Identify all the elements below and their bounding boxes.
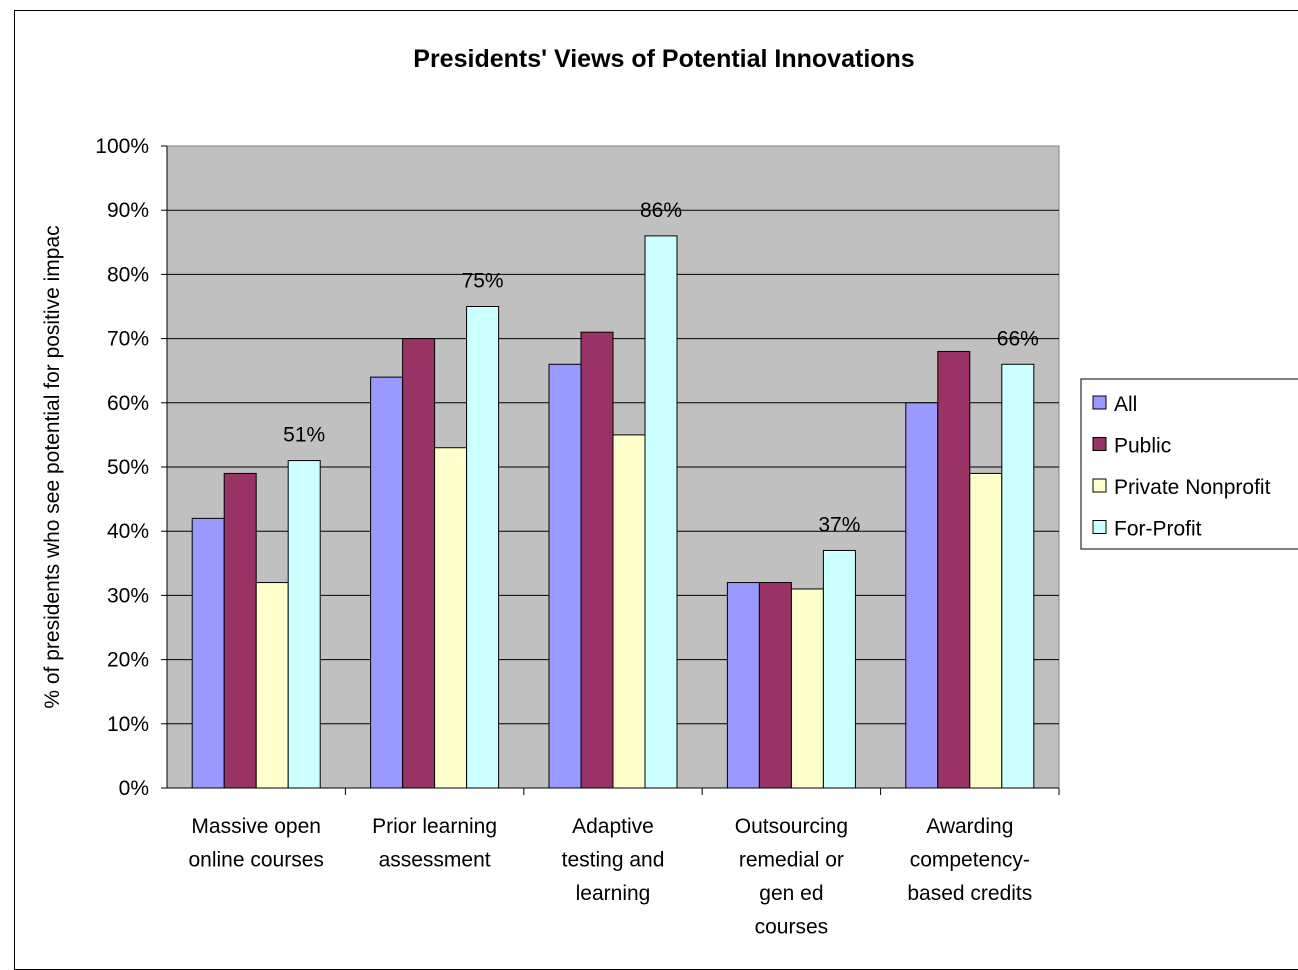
bar-for-profit [644, 235, 678, 789]
y-tick-label: 40% [107, 520, 149, 543]
category-label: Outsourcing [735, 815, 848, 838]
bar-all [905, 402, 939, 789]
bar-for-profit [287, 460, 321, 789]
legend-label: For-Profit [1114, 518, 1202, 541]
legend-box [1080, 378, 1298, 550]
category-label: Awarding [926, 815, 1013, 838]
y-tick-label: 10% [107, 713, 149, 736]
category-label: Prior learning [372, 815, 497, 838]
data-label: 37% [818, 513, 860, 536]
category-label: gen ed [759, 882, 823, 905]
category-label: based credits [907, 882, 1032, 905]
y-tick-label: 90% [107, 199, 149, 222]
data-label: 75% [462, 270, 504, 293]
legend-label: Public [1114, 435, 1171, 458]
bar-for-profit [822, 549, 856, 789]
category-label: Massive open [191, 815, 321, 838]
legend-label: All [1114, 393, 1137, 416]
bar-all [548, 363, 582, 789]
bar-for-profit [1001, 363, 1035, 789]
legend: All Public Private Nonprofit For-Profit [1080, 378, 1298, 550]
legend-swatch [1092, 395, 1107, 410]
y-tick-label: 0% [119, 777, 149, 800]
y-tick-label: 30% [107, 584, 149, 607]
chart-title: Presidents' Views of Potential Innovatio… [413, 45, 914, 73]
bar-public [937, 350, 971, 789]
legend-swatch [1092, 478, 1107, 493]
bar-private-nonprofit [434, 447, 468, 789]
legend-label: Private Nonprofit [1114, 476, 1271, 499]
category-label: learning [576, 882, 651, 905]
category-label: courses [755, 916, 829, 939]
plot-area: 0% 10% 20% 30% 40% 50% 60% 70% 80% 90% 100% % of pr… [41, 135, 1060, 939]
data-label: 51% [283, 424, 325, 447]
legend-swatch [1092, 520, 1107, 534]
y-tick-label: 80% [107, 263, 149, 286]
y-tick-label: 100% [95, 135, 149, 158]
bar-private-nonprofit [969, 472, 1003, 789]
y-axis-label: % of presidents who see potential for po… [41, 225, 64, 708]
category-label: testing and [562, 849, 665, 872]
y-tick-label: 70% [107, 328, 149, 351]
category-label: competency- [910, 849, 1030, 872]
y-tick-label: 50% [107, 456, 149, 479]
bar-all [191, 517, 225, 789]
bar-for-profit [466, 306, 500, 789]
legend-swatch [1092, 437, 1107, 451]
bar-private-nonprofit [612, 434, 646, 789]
data-label: 86% [640, 199, 682, 222]
bar-public [223, 472, 257, 789]
bar-public [580, 331, 614, 789]
y-tick-label: 60% [107, 392, 149, 415]
bar-public [758, 582, 792, 789]
bar-public [402, 338, 436, 789]
bar-private-nonprofit [255, 582, 289, 789]
bar-all [370, 376, 404, 789]
y-tick-label: 20% [107, 649, 149, 672]
category-label: Adaptive [572, 815, 654, 838]
category-label: online courses [188, 849, 323, 872]
category-label: remedial or [739, 849, 844, 872]
bar-private-nonprofit [790, 588, 824, 789]
category-label: assessment [379, 849, 491, 872]
data-label: 66% [997, 327, 1039, 350]
bar-all [726, 582, 760, 789]
